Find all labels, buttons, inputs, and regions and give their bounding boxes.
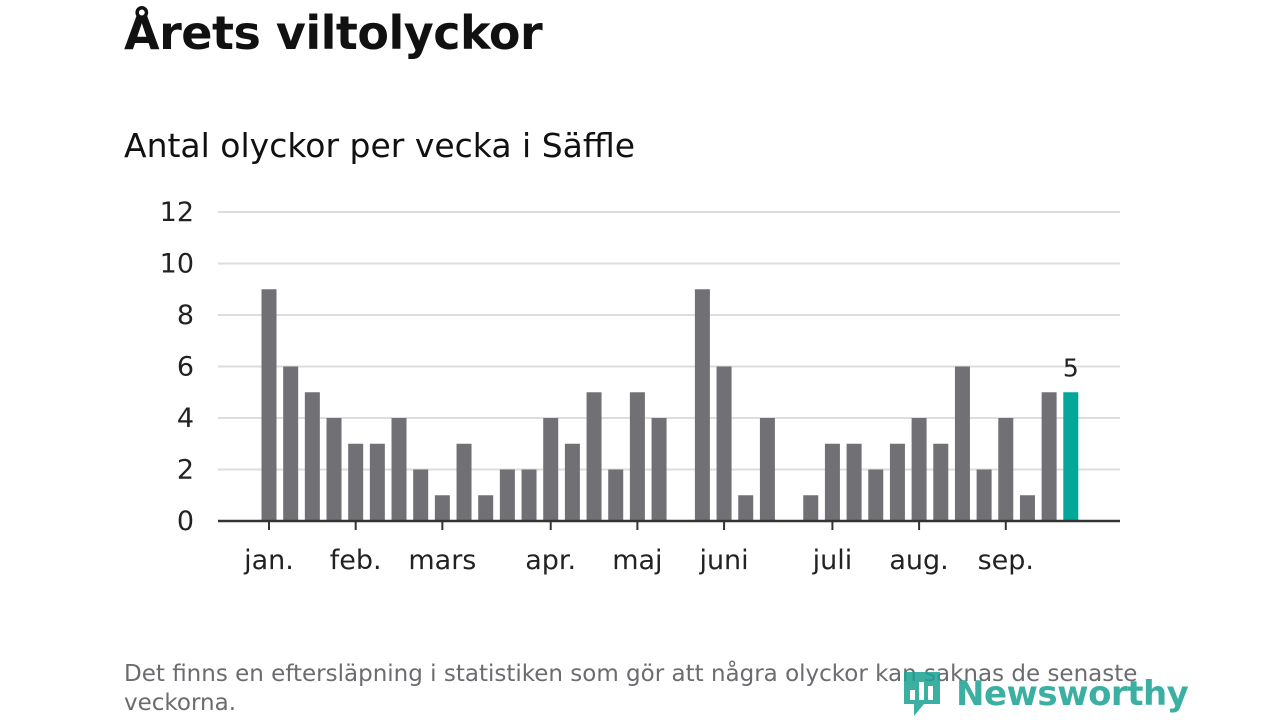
x-tick-label: sep. [978,545,1034,576]
bar [413,469,429,521]
bar [586,392,602,521]
y-tick-label: 6 [177,352,194,383]
bar [889,443,905,521]
bar [976,469,992,521]
bar [543,418,559,521]
bar [1041,392,1057,521]
bar [803,495,819,521]
bar [694,289,710,521]
y-tick-label: 4 [177,403,194,434]
bar [911,418,927,521]
bar [456,443,472,521]
bar [521,469,537,521]
bar [478,495,494,521]
x-tick-label: aug. [889,545,948,576]
x-tick-label: maj [612,545,662,576]
bar [651,418,667,521]
newsworthy-logo-text: Newsworthy [956,674,1189,714]
footnote: Det finns en eftersläpning i statistiken… [124,661,1138,716]
y-tick-label: 0 [177,506,194,537]
bar [998,418,1014,521]
bar [499,469,515,521]
bar [629,392,645,521]
bar [954,366,970,521]
bar-highlighted [1063,392,1079,521]
x-tick-label: feb. [330,545,382,576]
bar [304,392,320,521]
y-tick-label: 10 [160,249,194,280]
highlight-value-label: 5 [1063,353,1079,382]
bar [434,495,450,521]
bar [824,443,840,521]
bar [391,418,407,521]
y-tick-label: 12 [160,197,194,228]
x-tick-label: jan. [243,545,294,576]
newsworthy-logo-icon [904,672,940,716]
bar [933,443,949,521]
y-tick-label: 8 [177,300,194,331]
bar [716,366,732,521]
bar [759,418,775,521]
bar [261,289,277,521]
bar [1019,495,1035,521]
bar [608,469,624,521]
bar [564,443,580,521]
bar [738,495,754,521]
bar [868,469,884,521]
x-tick-label: juli [812,545,853,576]
bar-chart: 0 2 4 6 8 10 12 5 jan. feb. mars apr. maj juni juli aug… [160,197,1120,576]
x-tick-label: apr. [525,545,576,576]
bar [348,443,364,521]
x-tick-label: mars [408,545,476,576]
bar [326,418,342,521]
bar [369,443,385,521]
bar [846,443,862,521]
y-tick-label: 2 [177,455,194,486]
chart-subtitle: Antal olyckor per vecka i Säffle [124,126,636,165]
bar [283,366,299,521]
chart-title: Årets viltolyckor [124,6,543,60]
x-tick-label: juni [698,545,748,576]
newsworthy-logo: Newsworthy [900,668,1189,720]
